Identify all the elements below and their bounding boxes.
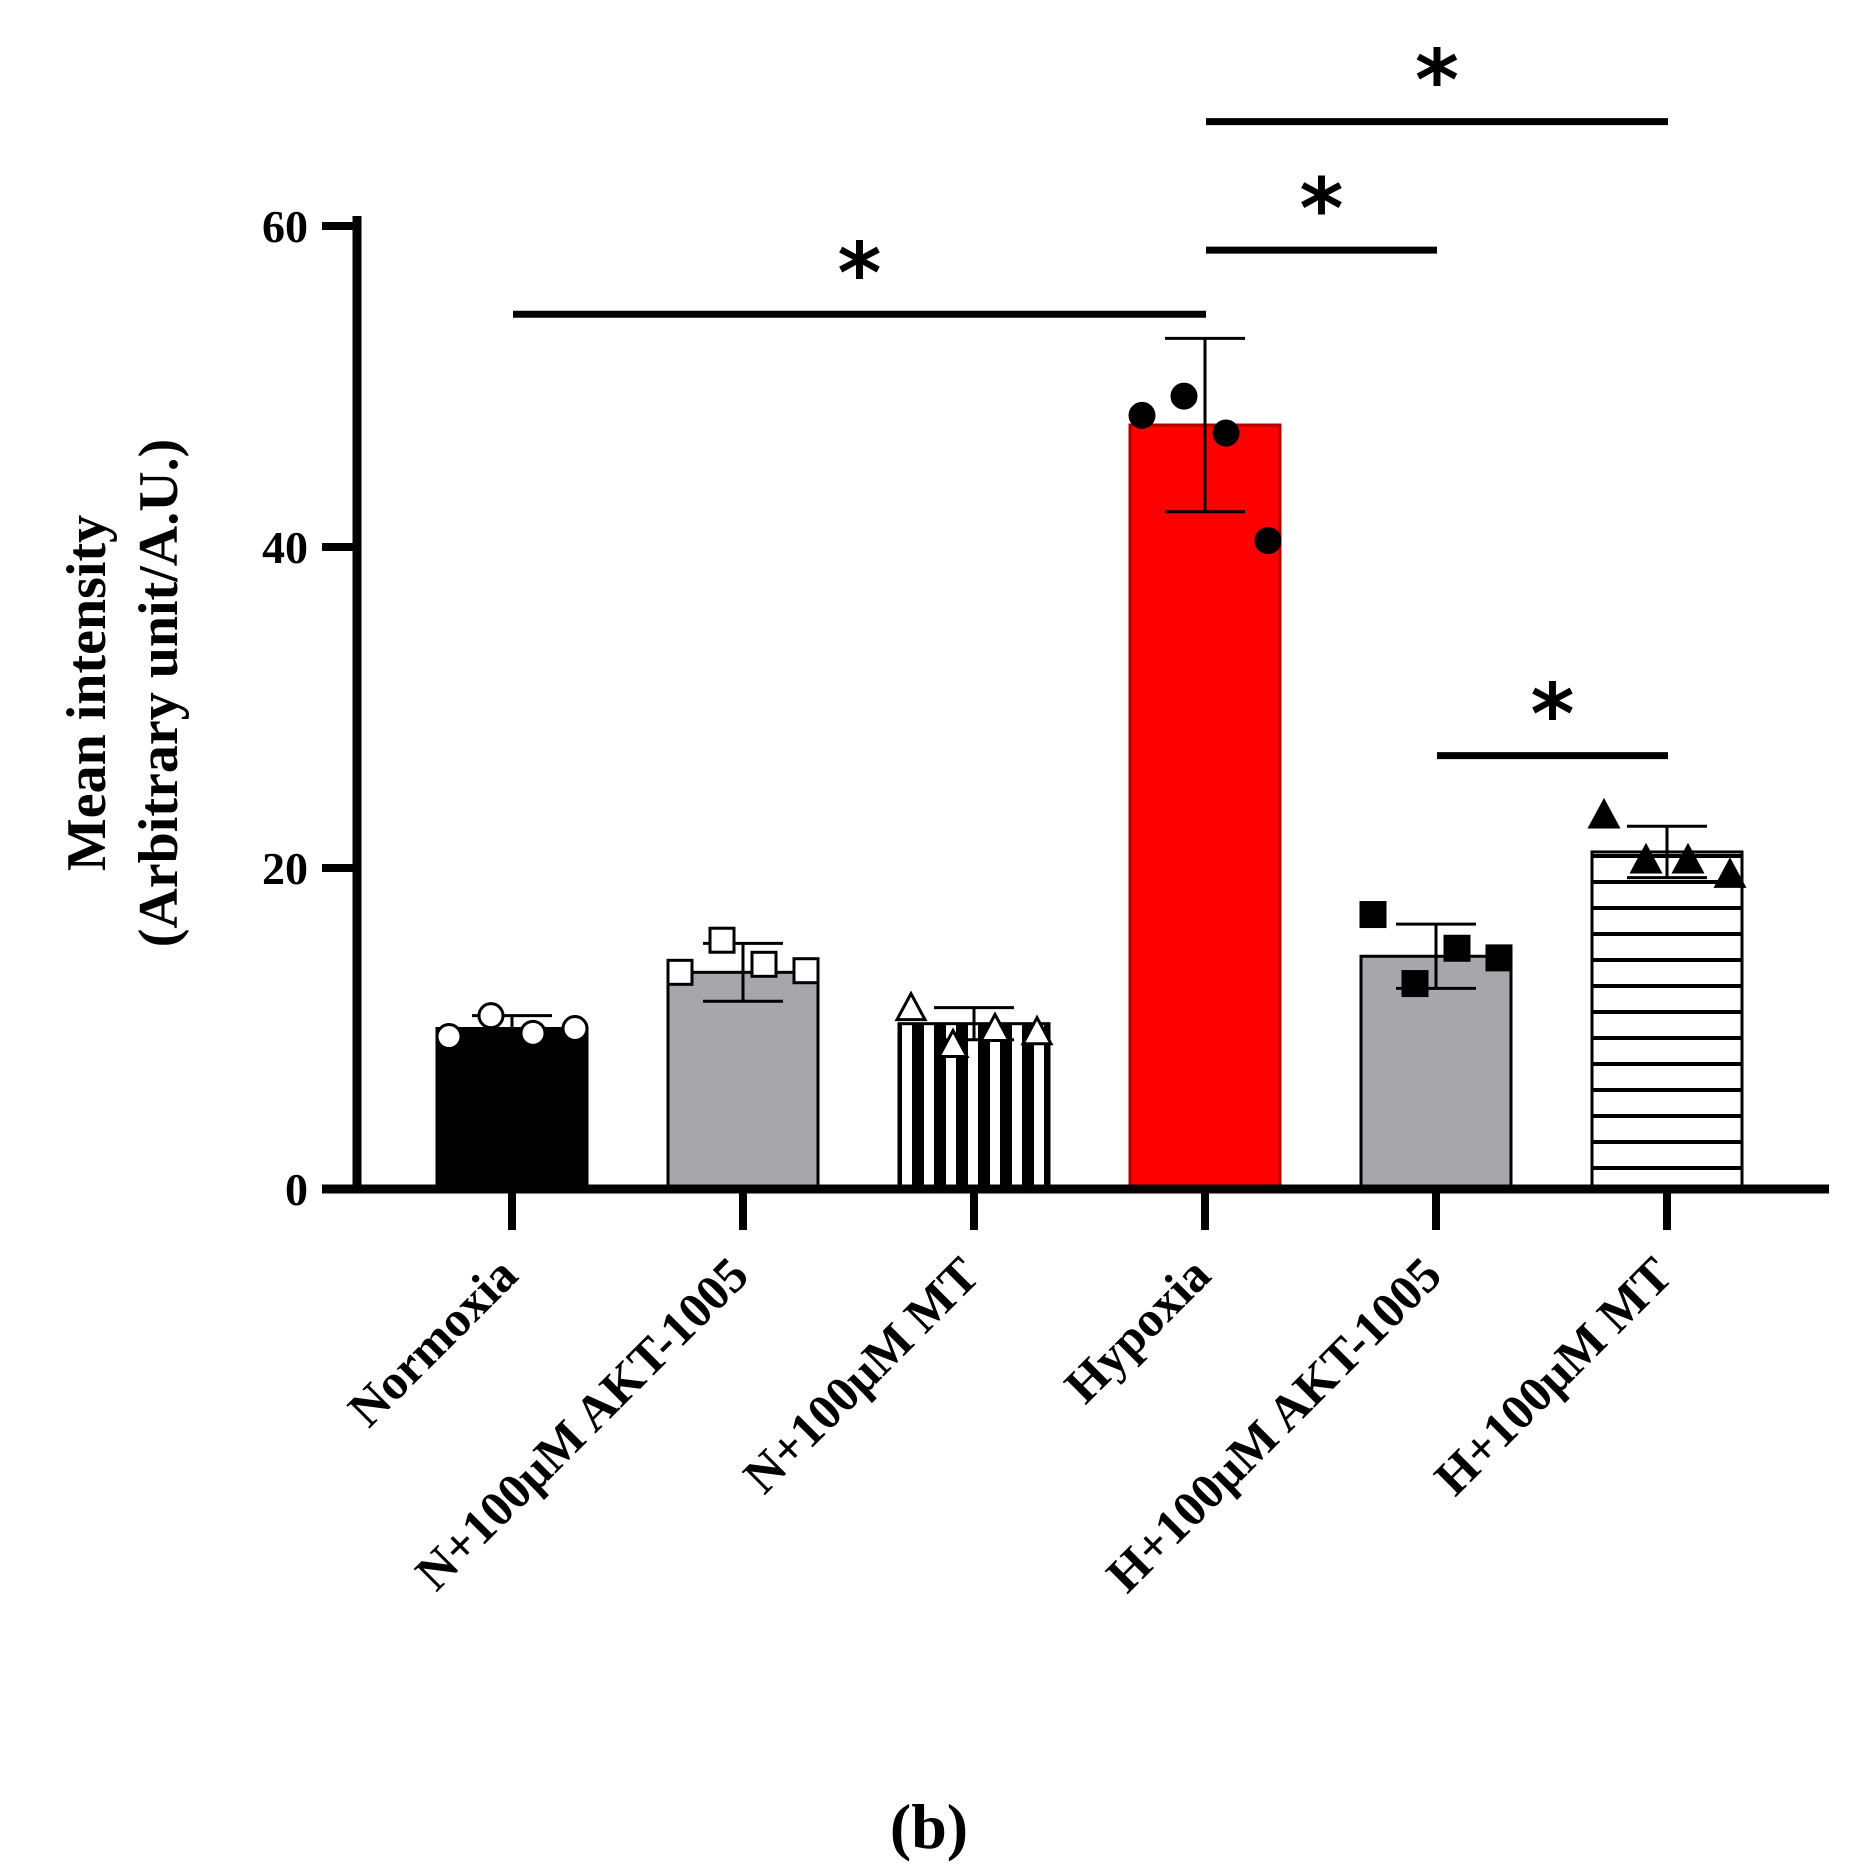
data-point-1-2 xyxy=(750,950,778,978)
y-tick-label-2: 40 xyxy=(262,522,308,573)
data-point-0-1 xyxy=(477,1002,505,1030)
data-point-5-2 xyxy=(1671,842,1705,874)
significance-star-2: * xyxy=(1415,32,1459,130)
bar-2 xyxy=(897,1022,1051,1191)
x-tick-label-3: Hypoxia xyxy=(1053,1246,1220,1413)
significance-star-0: * xyxy=(838,224,882,322)
significance-brackets: * * * * xyxy=(513,32,1668,764)
bar-4 xyxy=(1359,954,1513,1191)
data-point-3-0 xyxy=(1128,401,1156,429)
data-point-5-0 xyxy=(1587,797,1621,829)
data-point-1-1 xyxy=(708,926,736,954)
y-axis-label: Mean intensity (Arbitrary unit/A.U.) xyxy=(56,439,190,948)
bar-3 xyxy=(1128,423,1282,1191)
data-point-2-3 xyxy=(1020,1014,1054,1046)
bars-layer xyxy=(435,423,1744,1191)
data-point-4-0 xyxy=(1359,901,1387,929)
y-axis-label-line-1: Mean intensity xyxy=(56,515,118,871)
bar-0 xyxy=(435,1027,589,1191)
data-point-0-0 xyxy=(435,1023,463,1051)
data-point-3-1 xyxy=(1170,382,1198,410)
data-point-3-2 xyxy=(1212,419,1240,447)
x-tick-label-0: Normoxia xyxy=(337,1246,528,1437)
data-point-0-3 xyxy=(561,1015,589,1042)
data-point-4-2 xyxy=(1443,934,1471,962)
data-point-3-3 xyxy=(1254,527,1282,555)
data-point-1-0 xyxy=(666,958,694,986)
data-point-4-3 xyxy=(1485,944,1513,972)
data-point-5-3 xyxy=(1713,857,1747,888)
data-point-4-1 xyxy=(1401,970,1429,998)
y-tick-label-1: 20 xyxy=(262,843,308,894)
y-tick-label-3: 60 xyxy=(262,201,308,252)
axes xyxy=(322,216,1829,1194)
data-point-2-2 xyxy=(978,1011,1012,1042)
data-point-2-0 xyxy=(894,990,928,1022)
significance-star-1: * xyxy=(1300,160,1344,258)
error-bars-layer xyxy=(472,336,1707,1043)
significance-star-3: * xyxy=(1531,666,1575,764)
x-tick-label-2: N+100μM MT xyxy=(732,1246,990,1504)
y-tick-label-0: 0 xyxy=(285,1164,308,1215)
data-point-1-3 xyxy=(792,957,820,985)
data-point-2-1 xyxy=(936,1027,970,1059)
data-point-0-2 xyxy=(519,1019,547,1047)
data-points-layer xyxy=(435,382,1747,1059)
y-axis-label-line-2: (Arbitrary unit/A.U.) xyxy=(128,439,190,948)
x-tick-label-5: H+100μM MT xyxy=(1423,1246,1682,1505)
bar-1 xyxy=(666,970,820,1191)
data-point-5-1 xyxy=(1629,842,1663,874)
y-ticks: 0 20 40 60 xyxy=(262,201,357,1215)
panel-label: (b) xyxy=(890,1791,968,1862)
bar-5 xyxy=(1590,850,1744,1191)
